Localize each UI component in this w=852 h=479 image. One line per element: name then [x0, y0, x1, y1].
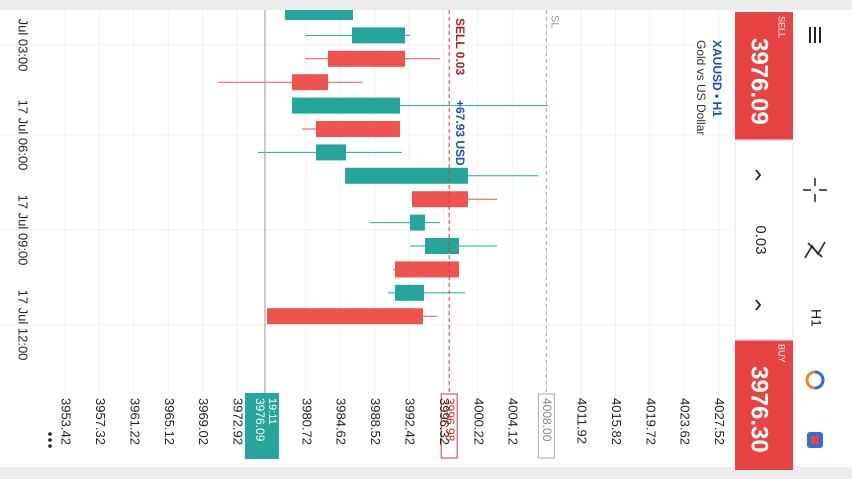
more-menu[interactable]: [48, 432, 52, 448]
time-label: 17 Jul 06:00: [16, 100, 31, 171]
menu-icon[interactable]: [809, 27, 821, 43]
price-tick-label: 3965.12: [162, 398, 177, 445]
price-tick-label: 4027.52: [712, 398, 727, 445]
price-tick-label: 3980.72: [299, 398, 314, 445]
crosshair-icon[interactable]: [803, 178, 827, 202]
candle-body: [292, 74, 329, 91]
description: Gold vs US Dollar: [694, 40, 708, 135]
candle-body: [328, 50, 406, 67]
order-price-label: 3996.98: [443, 398, 457, 442]
price-tick-label: 3969.02: [196, 398, 211, 445]
candle-body: [316, 121, 400, 137]
candle-body: [394, 261, 459, 278]
price-tick-label: 3953.42: [59, 398, 74, 445]
price-tick-label: 3992.42: [403, 398, 418, 445]
price-tick-label: 4004.12: [506, 398, 521, 445]
candle-body: [351, 27, 406, 44]
top-edge: [0, 0, 852, 10]
grid: [0, 10, 733, 395]
candle-body: [316, 144, 347, 161]
volume-decrease[interactable]: [755, 169, 762, 181]
price-tick-label: 3996.32: [437, 398, 452, 445]
volume: 0.03: [752, 225, 769, 254]
sell-label: SELL: [777, 16, 787, 38]
timeframe-button[interactable]: H1: [808, 309, 824, 327]
price-tick-label: 4000.22: [471, 398, 486, 445]
price-tick-label: 4019.72: [643, 398, 658, 445]
candle-body: [284, 10, 353, 20]
time-label: Jul 03:00: [16, 19, 31, 72]
sl-label: SL: [548, 15, 560, 28]
current-price-box: [244, 393, 279, 459]
sell-price: 3976.09: [746, 38, 773, 125]
candle-body: [425, 238, 459, 254]
history-icon[interactable]: [807, 432, 823, 448]
bottom-edge: [0, 467, 852, 479]
sell-button[interactable]: [735, 12, 793, 140]
candle-body: [410, 214, 426, 231]
candle-body: [411, 191, 468, 208]
price-tick-label: 3972.92: [231, 398, 246, 445]
price-tick-label: 4011.92: [575, 398, 590, 444]
order-label: SELL 0.03: [453, 18, 467, 75]
candles: [218, 10, 548, 325]
price-tick-label: 3988.52: [368, 398, 383, 445]
countdown: 19:11: [266, 398, 278, 425]
sl-price-label: 4008.00: [540, 398, 554, 442]
buy-price: 3976.30: [746, 366, 773, 453]
time-label: 17 Jul 12:00: [16, 290, 31, 361]
price-tick-label: 3961.22: [127, 398, 142, 445]
price-tick-label: 3957.32: [93, 398, 108, 445]
candle-body: [345, 167, 468, 184]
price-tick-label: 4023.62: [678, 398, 693, 445]
volume-increase[interactable]: [755, 299, 762, 311]
overlay: [244, 10, 555, 459]
buy-label: BUY: [777, 344, 787, 363]
indicators-icon[interactable]: [804, 241, 826, 259]
candle-body: [266, 308, 423, 325]
price-tick-label: 3984.62: [334, 398, 349, 445]
price-tick-label: 4015.82: [609, 398, 624, 445]
volume-panel: [734, 139, 794, 341]
current-price-label: 3976.09: [253, 398, 267, 442]
order-profit: +67.93 USD: [453, 100, 467, 166]
candle-body: [292, 97, 400, 114]
candle-body: [394, 284, 424, 301]
time-label: 17 Jul 09:00: [16, 195, 31, 266]
order-price-box: [440, 393, 458, 459]
trade-icon[interactable]: [805, 370, 825, 390]
sl-price-box: [537, 393, 555, 459]
buy-button[interactable]: [735, 340, 793, 470]
symbol: XAUUSD • H1: [710, 40, 724, 117]
